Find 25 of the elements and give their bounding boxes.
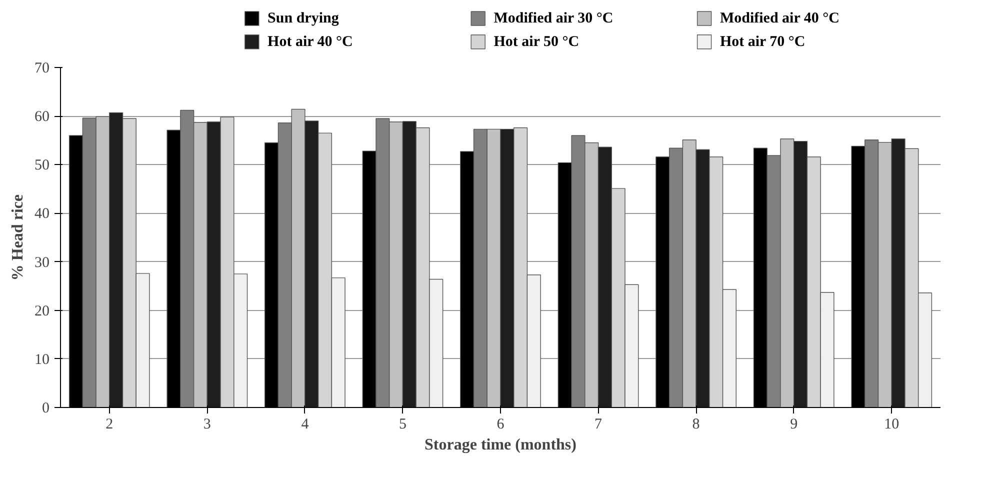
y-tick-label: 20 (34, 303, 50, 320)
y-tick-label: 40 (34, 206, 50, 222)
x-tick-label: 8 (692, 416, 700, 432)
x-tick-label: 9 (790, 416, 798, 432)
x-tick-label: 2 (106, 416, 114, 432)
legend-label: Modified air 30 °C (494, 10, 614, 26)
y-axis-title: % Head rice (10, 194, 26, 281)
x-tick-label: 10 (884, 416, 900, 432)
x-tick-label: 4 (301, 416, 310, 432)
x-tick-label: 5 (398, 416, 406, 432)
x-tick-label: 7 (594, 416, 603, 432)
legend-label: Modified air 40 °C (720, 10, 840, 26)
y-tick-label: 10 (34, 352, 50, 368)
x-axis-title: Storage time (months) (424, 436, 576, 454)
x-tick-label: 3 (203, 416, 211, 432)
x-tick-label: 6 (496, 416, 505, 432)
y-tick-label: 70 (34, 60, 50, 76)
y-tick-label: 60 (34, 109, 50, 126)
legend-label: Hot air 40 °C (268, 34, 353, 50)
legend-label: Hot air 50 °C (494, 34, 580, 50)
legend-label: Sun drying (268, 10, 340, 26)
legend-label: Hot air 70 °C (720, 34, 806, 50)
y-tick-label: 30 (34, 254, 50, 271)
y-tick-label: 50 (34, 158, 50, 174)
y-tick-label: 0 (42, 400, 50, 416)
